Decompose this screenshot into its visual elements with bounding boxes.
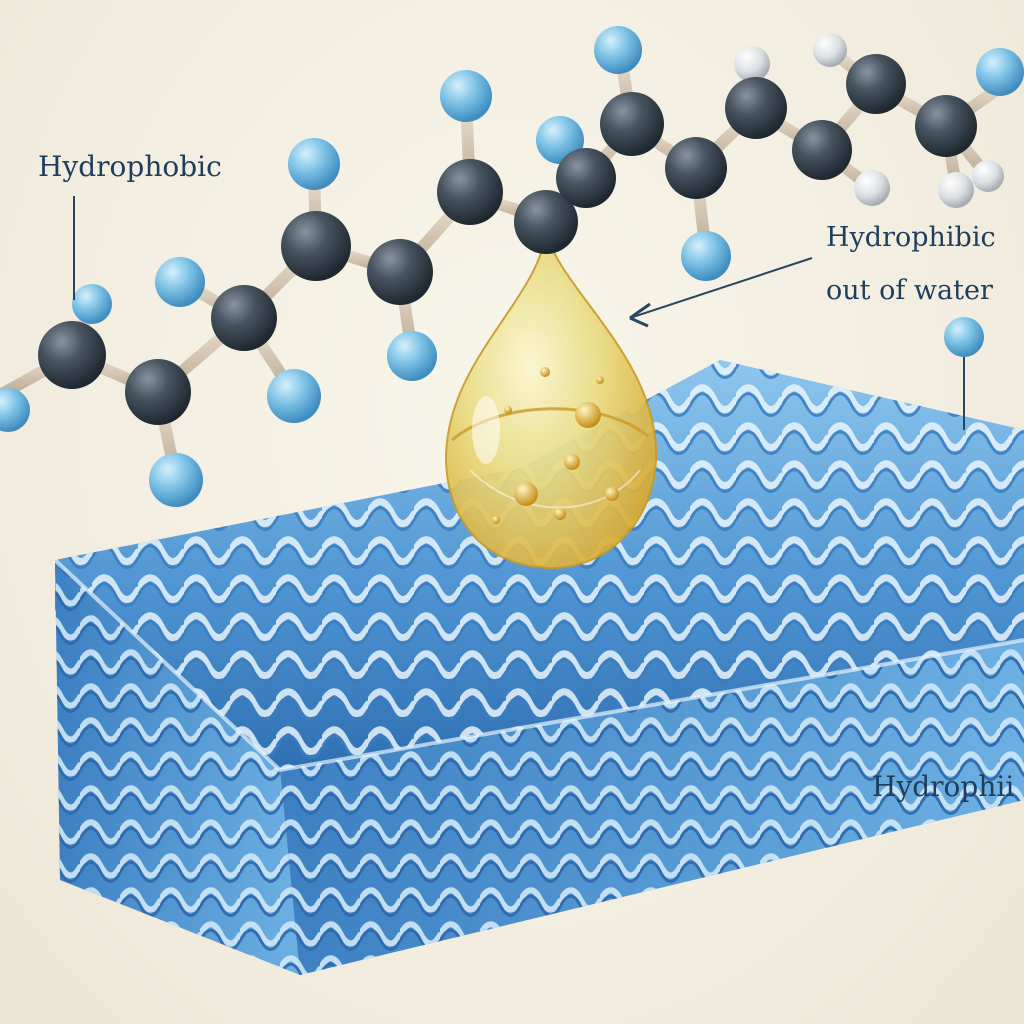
- arrowhead-icon: [629, 302, 651, 328]
- hydrophilic-membrane: [53, 360, 1024, 975]
- leader-arrow-hydrophibic: [629, 257, 813, 319]
- label-hydrophibic-line1: Hydrophibic: [826, 222, 996, 253]
- oil-droplet: [444, 231, 658, 570]
- label-hydrophibic-line2: out of water: [826, 275, 993, 306]
- label-hydrophii: Hydrophii: [872, 770, 1015, 803]
- leader-lines: [73, 196, 965, 430]
- label-hydrophobic: Hydrophobic: [38, 150, 222, 183]
- hydrogen-atoms: [0, 26, 1024, 507]
- carbon-atoms: [38, 54, 977, 425]
